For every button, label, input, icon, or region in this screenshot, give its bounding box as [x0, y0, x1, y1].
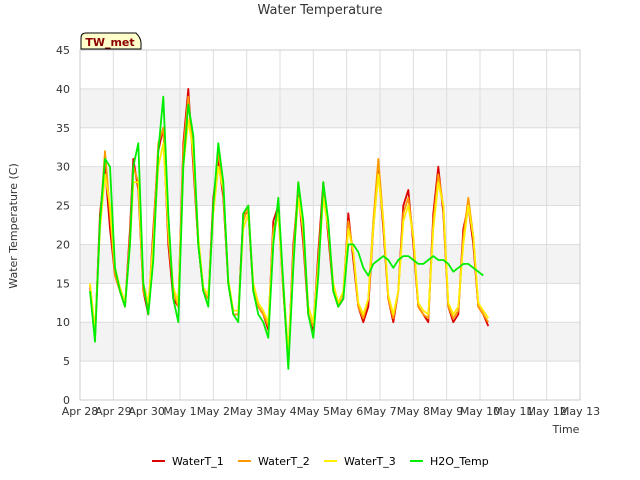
- plot-frame: [79, 49, 581, 401]
- legend-item-watert_1: WaterT_1: [152, 455, 224, 468]
- legend: WaterT_1 WaterT_2 WaterT_3 H2O_Temp: [152, 455, 489, 468]
- site-tag-box: [80, 32, 142, 50]
- x-tick-label: May 6: [330, 405, 363, 418]
- site-tag-label: TW_met: [85, 36, 134, 49]
- x-tick-label: May 9: [430, 405, 463, 418]
- x-tick-label: May 7: [363, 405, 396, 418]
- series-line-h2o_temp: [89, 95, 484, 370]
- legend-item-h2o_temp: H2O_Temp: [410, 455, 489, 468]
- plot-band: [80, 88, 580, 128]
- x-tick-label: May 13: [560, 405, 600, 418]
- y-tick-label: 5: [63, 355, 70, 368]
- y-tick-label: 35: [56, 122, 70, 135]
- y-tick-label: 15: [56, 277, 70, 290]
- plot-band: [80, 166, 580, 206]
- x-tick-label: Apr 29: [95, 405, 132, 418]
- legend-label: WaterT_1: [172, 455, 224, 468]
- x-tick-label: May 2: [197, 405, 230, 418]
- legend-label: H2O_Temp: [430, 455, 489, 468]
- legend-label: WaterT_2: [258, 455, 310, 468]
- x-tick-label: May 8: [397, 405, 430, 418]
- x-tick-label: May 10: [460, 405, 500, 418]
- legend-item-watert_3: WaterT_3: [324, 455, 396, 468]
- plot-band: [80, 322, 580, 362]
- chart-title: Water Temperature: [258, 3, 383, 18]
- y-tick-label: 45: [56, 44, 70, 57]
- y-axis-label: Water Temperature (C): [7, 163, 20, 288]
- y-tick-label: 30: [56, 161, 70, 174]
- y-tick-label: 40: [56, 83, 70, 96]
- y-tick-label: 10: [56, 316, 70, 329]
- x-axis-label: Time: [552, 423, 580, 436]
- x-tick-label: May 12: [527, 405, 567, 418]
- x-tick-label: May 3: [230, 405, 263, 418]
- legend-label: WaterT_3: [344, 455, 396, 468]
- x-tick-label: May 4: [263, 405, 296, 418]
- legend-item-watert_2: WaterT_2: [238, 455, 310, 468]
- y-tick-label: 0: [63, 394, 70, 407]
- series-lines: [89, 88, 490, 370]
- x-tick-label: May 1: [163, 405, 196, 418]
- y-tick-label: 20: [56, 238, 70, 251]
- site-tag: TW_met: [80, 32, 142, 50]
- y-tick-labels: 0 5 10 15 20 25 30 35 40 45: [56, 44, 70, 407]
- x-tick-label: Apr 30: [128, 405, 165, 418]
- x-tick-label: May 5: [297, 405, 330, 418]
- x-tick-label: May 11: [493, 405, 533, 418]
- y-tick-label: 25: [56, 200, 70, 213]
- x-tick-label: Apr 28: [62, 405, 99, 418]
